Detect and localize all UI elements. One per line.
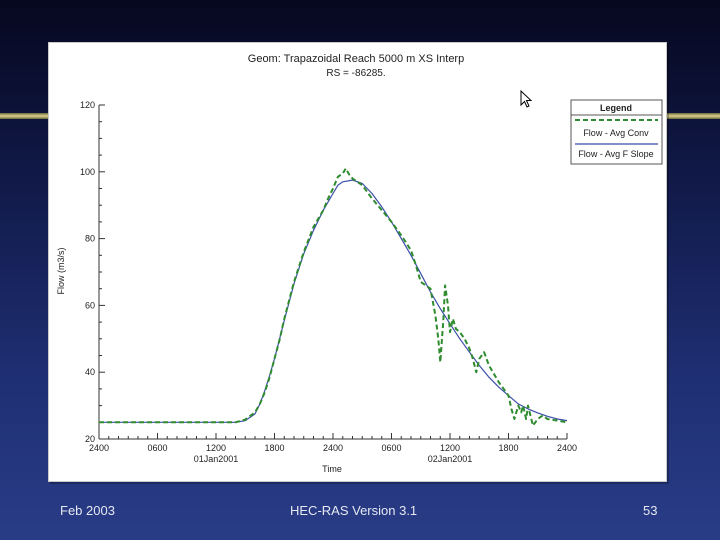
y-tick-label: 60 bbox=[85, 300, 95, 310]
cursor-pointer-icon bbox=[520, 89, 533, 108]
y-tick-label: 100 bbox=[80, 167, 95, 177]
left-accent-stripe bbox=[0, 113, 48, 119]
legend-label-avg-f-slope: Flow - Avg F Slope bbox=[578, 149, 653, 159]
chart-subtitle: RS = -86285. bbox=[326, 68, 385, 79]
x-tick-label: 0600 bbox=[147, 443, 167, 453]
y-tick-label: 80 bbox=[85, 234, 95, 244]
x-tick-label: 1200 bbox=[440, 443, 460, 453]
x-tick-date-label: 01Jan2001 bbox=[194, 454, 239, 464]
x-tick-date-label: 02Jan2001 bbox=[428, 454, 473, 464]
legend: Legend Flow - Avg Conv Flow - Avg F Slop… bbox=[570, 99, 663, 165]
y-tick-label: 20 bbox=[85, 434, 95, 444]
x-axis-label: Time bbox=[322, 464, 342, 474]
footer-title: HEC-RAS Version 3.1 bbox=[290, 503, 418, 518]
series-line-avg-f-slope bbox=[99, 179, 568, 423]
y-tick-label: 40 bbox=[85, 367, 95, 377]
x-tick-label: 1200 bbox=[206, 443, 226, 453]
x-tick-label: 2400 bbox=[323, 443, 343, 453]
x-tick-label: 2400 bbox=[557, 443, 577, 453]
series-layer bbox=[99, 167, 568, 427]
y-axis-label: Flow (m3/s) bbox=[56, 247, 66, 294]
x-tick-label: 1800 bbox=[498, 443, 518, 453]
x-tick-label: 0600 bbox=[381, 443, 401, 453]
legend-label-avg-conv: Flow - Avg Conv bbox=[583, 128, 649, 138]
series-line-avg-conv bbox=[99, 167, 568, 427]
footer-date: Feb 2003 bbox=[60, 503, 115, 518]
x-tick-label: 2400 bbox=[89, 443, 109, 453]
legend-title: Legend bbox=[600, 103, 632, 113]
legend-box bbox=[570, 99, 663, 165]
flow-hydrograph-chart: Geom: Trapazoidal Reach 5000 m XS Interp… bbox=[56, 53, 663, 474]
y-tick-label: 120 bbox=[80, 100, 95, 110]
chart-title: Geom: Trapazoidal Reach 5000 m XS Interp bbox=[248, 53, 464, 65]
x-tick-label: 1800 bbox=[264, 443, 284, 453]
right-accent-stripe bbox=[665, 113, 720, 119]
slide-number: 53 bbox=[643, 503, 658, 518]
chart-panel: Geom: Trapazoidal Reach 5000 m XS Interp… bbox=[48, 42, 667, 482]
